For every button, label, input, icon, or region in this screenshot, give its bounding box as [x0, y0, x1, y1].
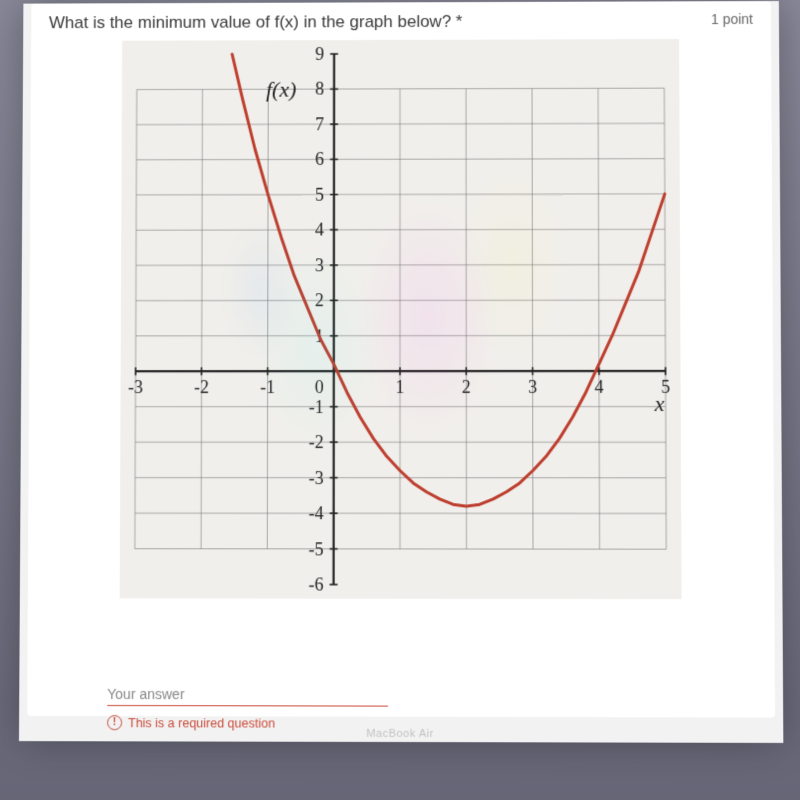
svg-text:x: x [654, 391, 665, 416]
chart-svg: -3-2-112345-6-5-4-3-2-11234567890f(x)x [120, 39, 682, 599]
svg-text:3: 3 [528, 377, 537, 397]
svg-text:5: 5 [315, 185, 324, 205]
svg-text:8: 8 [315, 79, 324, 99]
svg-text:-2: -2 [194, 377, 209, 397]
svg-text:-3: -3 [128, 377, 143, 397]
svg-text:0: 0 [315, 377, 324, 397]
question-header: What is the minimum value of f(x) in the… [49, 11, 753, 33]
svg-text:-1: -1 [260, 377, 275, 397]
svg-text:1: 1 [395, 377, 404, 397]
question-text: What is the minimum value of f(x) in the… [49, 12, 462, 33]
svg-text:-5: -5 [309, 539, 324, 559]
svg-text:9: 9 [315, 44, 324, 64]
svg-text:4: 4 [595, 377, 604, 397]
answer-placeholder: Your answer [107, 686, 184, 702]
svg-text:f(x): f(x) [266, 77, 296, 102]
svg-text:-6: -6 [309, 574, 324, 594]
svg-text:-3: -3 [309, 468, 324, 488]
question-card: What is the minimum value of f(x) in the… [27, 1, 775, 718]
svg-text:-1: -1 [309, 397, 324, 417]
svg-text:-4: -4 [309, 503, 324, 523]
svg-text:7: 7 [315, 114, 324, 134]
bezel-brand: MacBook Air [19, 727, 783, 741]
svg-text:4: 4 [315, 220, 324, 240]
svg-text:6: 6 [315, 149, 324, 169]
svg-text:3: 3 [315, 255, 324, 275]
svg-text:-2: -2 [309, 432, 324, 452]
answer-input[interactable]: Your answer [107, 686, 388, 707]
graph: -3-2-112345-6-5-4-3-2-11234567890f(x)x [120, 39, 682, 599]
svg-text:2: 2 [315, 290, 324, 310]
points-label: 1 point [711, 11, 753, 27]
svg-text:2: 2 [462, 377, 471, 397]
